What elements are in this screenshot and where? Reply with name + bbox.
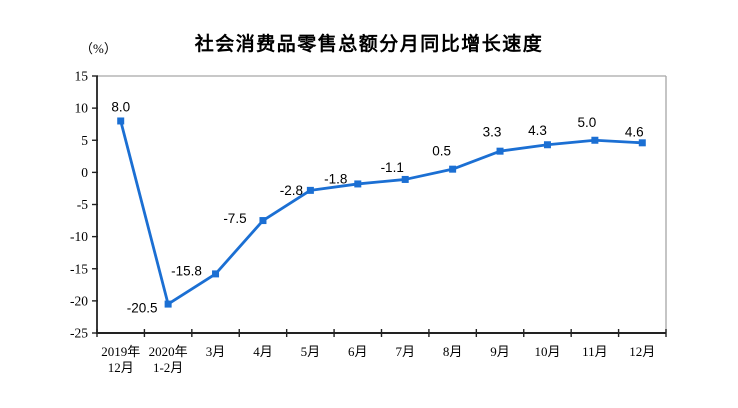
x-tick-label: 2019年 12月 [101,344,140,375]
x-tick-label: 5月 [301,344,321,359]
data-label: -15.8 [171,263,202,278]
data-marker [212,270,220,278]
y-tick-label: -5 [77,197,88,212]
data-label: 0.5 [432,144,451,159]
x-tick-label: 12月 [629,344,655,359]
data-marker [496,147,504,155]
data-marker [401,175,409,183]
x-axis-labels: 2019年 12月 2020年 1-2月 3月 4月 5月 6月 7月 8月 9月 10月 11月 12月 [101,344,655,375]
data-label: -7.5 [223,211,246,226]
data-label: 8.0 [111,99,130,114]
data-marker [543,141,551,149]
data-marker [591,136,599,144]
data-label: -1.1 [381,160,404,175]
data-marker [117,117,125,125]
data-markers [117,117,646,308]
data-label: -1.8 [324,171,347,186]
y-tick-label: 0 [81,165,88,180]
y-tick-label: -25 [70,326,88,341]
y-axis-unit-label: （%） [80,41,117,56]
y-tick-label: 15 [75,69,89,84]
data-label: -20.5 [127,301,158,316]
y-axis-ticks: 15 10 5 0 -5 -10 -15 -20 -25 [70,69,98,341]
data-label: 4.6 [625,124,644,139]
data-marker [306,186,314,194]
x-tick-label: 6月 [348,344,368,359]
data-label: 4.3 [528,123,547,138]
y-tick-label: 5 [81,133,88,148]
x-tick-label: 8月 [443,344,463,359]
data-label: 5.0 [577,115,596,130]
y-tick-label: 10 [75,101,89,116]
data-marker [354,180,362,188]
x-tick-label: 3月 [206,344,226,359]
x-tick-label: 10月 [534,344,560,359]
x-tick-label: 9月 [490,344,510,359]
data-line [119,119,644,306]
y-tick-label: -20 [70,293,88,308]
data-marker [164,300,172,308]
x-axis-ticks [96,329,667,337]
y-tick-label: -15 [70,261,88,276]
data-labels: 8.0 -20.5 -15.8 -7.5 -2.8 -1.8 -1.1 0.5 3.3 4.3 5.… [111,99,643,315]
data-marker [638,139,646,147]
plot-border [97,75,667,333]
data-marker [259,217,267,225]
data-marker [449,165,457,173]
x-tick-label: 11月 [582,344,608,359]
data-label: -2.8 [280,183,303,198]
chart-title: 社会消费品零售总额分月同比增长速度 [194,34,544,55]
x-tick-label: 7月 [395,344,415,359]
y-tick-label: -10 [70,229,88,244]
data-label: 3.3 [483,125,502,140]
x-tick-label: 4月 [253,344,273,359]
x-tick-label: 2020年 1-2月 [149,344,188,375]
